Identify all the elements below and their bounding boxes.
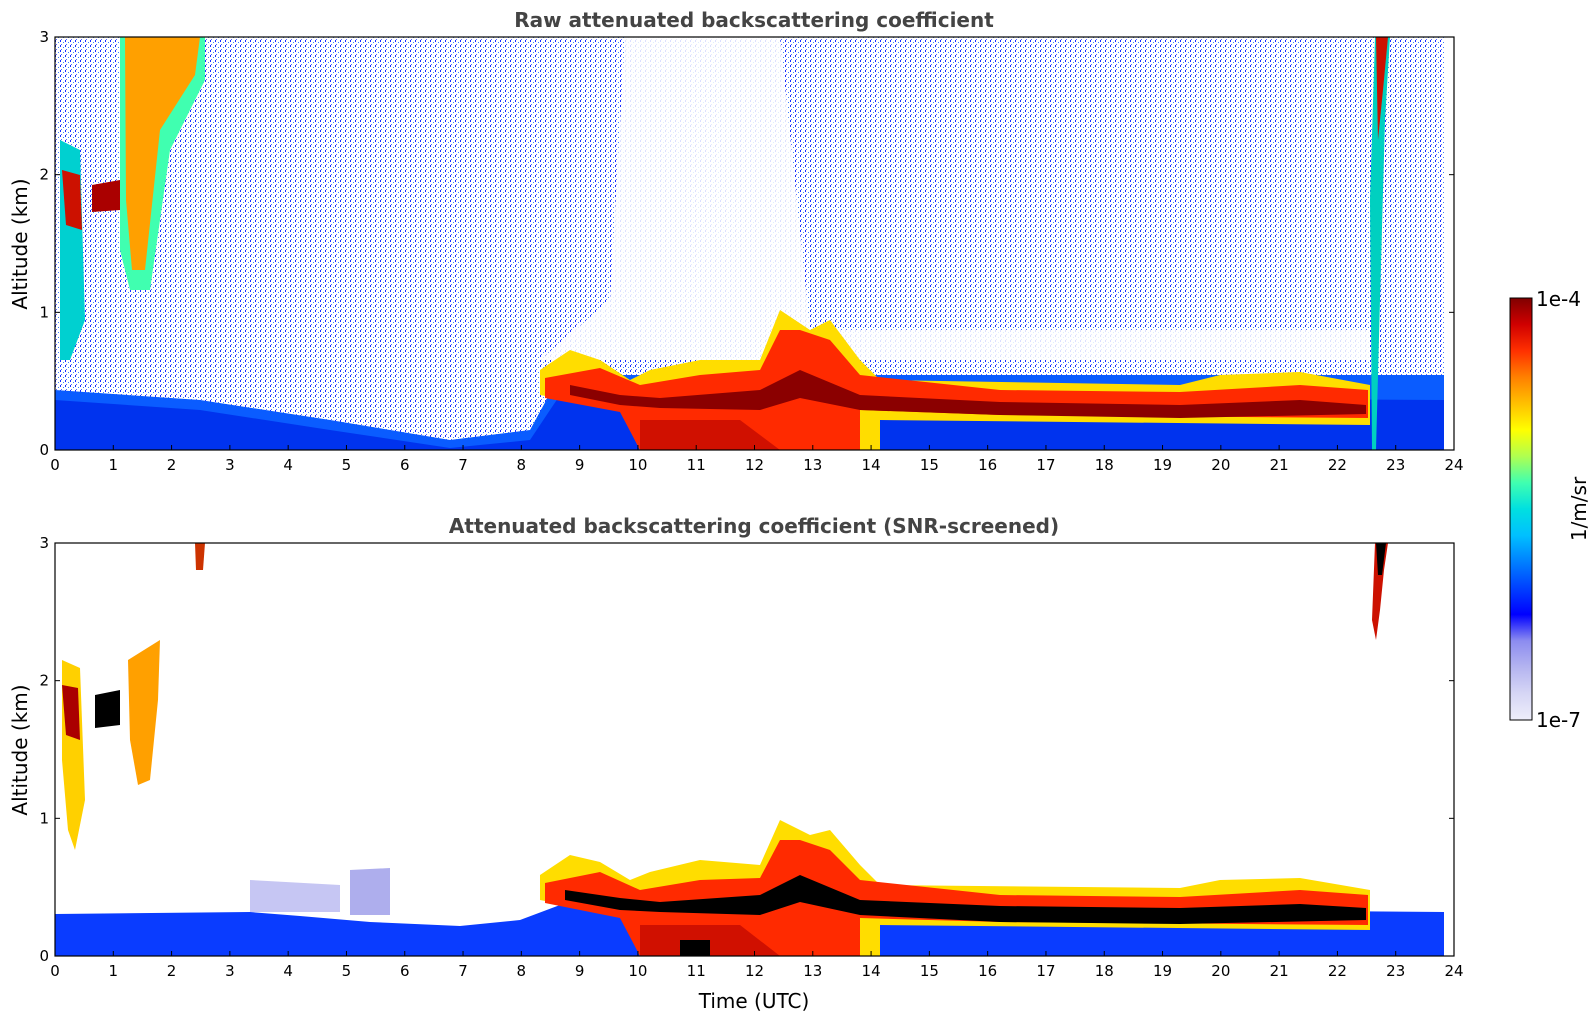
x-tick-label: 23 bbox=[1386, 456, 1405, 474]
x-tick-label: 12 bbox=[745, 962, 764, 980]
y-tick-labels-raw: 0 1 2 3 bbox=[39, 28, 1454, 459]
x-tick-label: 2 bbox=[167, 456, 177, 474]
x-tick-label: 13 bbox=[803, 962, 822, 980]
x-tick-label: 7 bbox=[458, 962, 468, 980]
x-tick-label: 0 bbox=[50, 456, 60, 474]
y-tick-labels-screened: 0 1 2 3 bbox=[39, 534, 1454, 965]
x-tick-label: 21 bbox=[1270, 456, 1289, 474]
x-tick-label: 6 bbox=[400, 456, 410, 474]
x-tick-label: 17 bbox=[1036, 962, 1055, 980]
x-tick-label: 19 bbox=[1153, 962, 1172, 980]
colorbar-max-label: 1e-4 bbox=[1536, 287, 1581, 311]
faint-aerosol-patch bbox=[350, 868, 390, 915]
elevated-cloud-4-core bbox=[1376, 37, 1388, 140]
y-tick-label: 3 bbox=[39, 28, 49, 46]
elevated-cloud-1-core bbox=[62, 170, 82, 230]
x-tick-label: 5 bbox=[342, 962, 352, 980]
x-tick-label: 14 bbox=[862, 456, 881, 474]
x-tick-label: 7 bbox=[458, 456, 468, 474]
colorbar: 1e-4 1e-7 1/m/sr bbox=[1509, 287, 1591, 732]
elevated-cloud-2 bbox=[95, 690, 120, 728]
x-tick-label: 18 bbox=[1095, 962, 1114, 980]
x-tick-label: 18 bbox=[1095, 456, 1114, 474]
x-tick-label: 3 bbox=[225, 456, 235, 474]
x-tick-label: 15 bbox=[920, 962, 939, 980]
x-tick-label: 1 bbox=[109, 962, 119, 980]
low-cloud-layer bbox=[545, 840, 1368, 956]
x-tick-label: 22 bbox=[1328, 962, 1347, 980]
elevated-cloud-4 bbox=[1372, 543, 1388, 640]
x-tick-label: 8 bbox=[517, 456, 527, 474]
panel-raw: Raw attenuated backscattering coefficien… bbox=[8, 8, 1464, 474]
x-tick-label: 8 bbox=[517, 962, 527, 980]
elevated-cloud-3 bbox=[128, 640, 160, 785]
panel-screened: Attenuated backscattering coefficient (S… bbox=[8, 514, 1464, 1013]
elevated-cloud-4-core bbox=[1376, 543, 1386, 575]
clear-sky-region bbox=[540, 37, 1370, 360]
y-tick-label: 1 bbox=[39, 809, 49, 827]
y-axis-label-raw: Altitude (km) bbox=[8, 178, 32, 309]
colorbar-gradient bbox=[1509, 297, 1533, 721]
x-tick-label: 19 bbox=[1153, 456, 1172, 474]
x-tick-label: 9 bbox=[575, 962, 585, 980]
x-tick-label: 3 bbox=[225, 962, 235, 980]
y-tick-label: 0 bbox=[39, 947, 49, 965]
x-tick-label: 17 bbox=[1036, 456, 1055, 474]
elevated-cloud-3-top bbox=[195, 543, 205, 570]
y-axis-label-screened: Altitude (km) bbox=[8, 684, 32, 815]
x-tick-label: 22 bbox=[1328, 456, 1347, 474]
x-tick-label: 23 bbox=[1386, 962, 1405, 980]
x-tick-label: 11 bbox=[687, 962, 706, 980]
x-tick-label: 0 bbox=[50, 962, 60, 980]
saturated-cloud-base bbox=[565, 875, 1366, 924]
x-tick-label: 4 bbox=[283, 962, 293, 980]
x-tick-label: 15 bbox=[920, 456, 939, 474]
heatmap-screened bbox=[55, 543, 1454, 956]
x-tick-label: 16 bbox=[978, 962, 997, 980]
colorbar-min-label: 1e-7 bbox=[1536, 708, 1581, 732]
x-tick-label: 6 bbox=[400, 962, 410, 980]
heatmap-raw bbox=[55, 37, 1454, 450]
saturated-patch bbox=[680, 940, 710, 956]
convective-core bbox=[640, 420, 780, 450]
x-tick-label: 13 bbox=[803, 456, 822, 474]
x-tick-label: 20 bbox=[1211, 962, 1230, 980]
x-tick-labels-screened: 0 1 2 3 4 5 6 7 8 9 10 11 12 13 14 15 16 17 18 19 20 21 22 23 24 bbox=[50, 951, 1464, 980]
x-tick-label: 24 bbox=[1444, 962, 1463, 980]
y-tick-label: 2 bbox=[39, 672, 49, 690]
x-tick-label: 4 bbox=[283, 456, 293, 474]
y-tick-label: 2 bbox=[39, 166, 49, 184]
x-tick-label: 14 bbox=[862, 962, 881, 980]
x-tick-label: 16 bbox=[978, 456, 997, 474]
x-tick-label: 21 bbox=[1270, 962, 1289, 980]
x-tick-labels-raw: 0 1 2 3 4 5 6 7 8 9 10 11 12 13 14 15 16 17 18 19 20 21 22 23 24 bbox=[50, 445, 1464, 474]
x-tick-label: 9 bbox=[575, 456, 585, 474]
x-tick-label: 2 bbox=[167, 962, 177, 980]
y-tick-label: 1 bbox=[39, 303, 49, 321]
x-tick-label: 10 bbox=[628, 456, 647, 474]
x-tick-label: 1 bbox=[109, 456, 119, 474]
cloud-base-core bbox=[570, 370, 1366, 418]
low-cloud-layer bbox=[545, 330, 1368, 450]
x-tick-label: 12 bbox=[745, 456, 764, 474]
x-tick-label: 10 bbox=[628, 962, 647, 980]
x-tick-label: 5 bbox=[342, 456, 352, 474]
chart-title-screened: Attenuated backscattering coefficient (S… bbox=[449, 514, 1059, 538]
faint-aerosol-patch bbox=[250, 880, 340, 912]
elevated-cloud-4 bbox=[1370, 37, 1390, 450]
x-axis-label: Time (UTC) bbox=[698, 989, 810, 1013]
colorbar-unit-label: 1/m/sr bbox=[1567, 476, 1591, 541]
x-tick-label: 24 bbox=[1444, 456, 1463, 474]
chart-title-raw: Raw attenuated backscattering coefficien… bbox=[514, 8, 994, 32]
y-tick-label: 3 bbox=[39, 534, 49, 552]
x-tick-label: 11 bbox=[687, 456, 706, 474]
x-tick-label: 20 bbox=[1211, 456, 1230, 474]
elevated-cloud-2 bbox=[92, 180, 120, 212]
elevated-cloud-1-core bbox=[62, 685, 80, 740]
elevated-cloud-3-core bbox=[125, 37, 200, 270]
y-tick-label: 0 bbox=[39, 441, 49, 459]
